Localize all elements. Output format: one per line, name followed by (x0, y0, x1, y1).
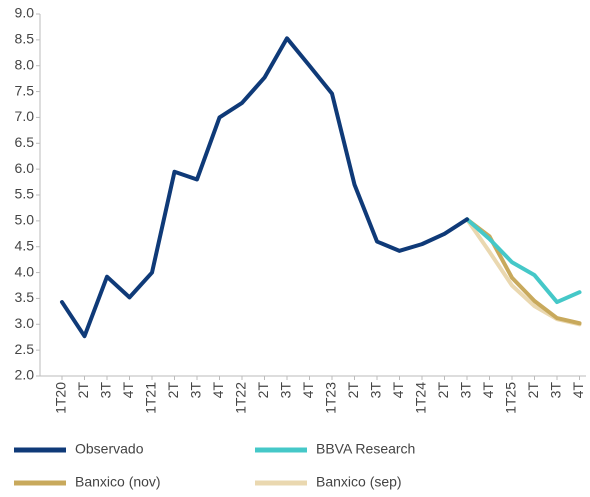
x-tick-label: 4T (570, 382, 586, 399)
x-tick-label: 3T (458, 382, 474, 399)
y-tick-label: 5.5 (15, 186, 35, 202)
x-tick-label: 4T (210, 382, 226, 399)
legend-label: Banxico (sep) (316, 474, 402, 490)
x-tick-label: 1T25 (503, 382, 519, 414)
x-tick-label: 4T (480, 382, 496, 399)
y-tick-label: 5.0 (15, 212, 35, 228)
x-tick-label: 2T (75, 382, 91, 399)
y-tick-label: 4.5 (15, 237, 35, 253)
y-tick-label: 4.0 (15, 263, 35, 279)
x-tick-label: 2T (525, 382, 541, 399)
y-tick-label: 8.5 (15, 31, 35, 47)
y-tick-label: 2.0 (15, 367, 35, 383)
y-tick-label: 3.0 (15, 315, 35, 331)
legend-label: Banxico (nov) (75, 474, 161, 490)
y-tick-label: 7.5 (15, 82, 35, 98)
x-tick-label: 4T (120, 382, 136, 399)
x-tick-label: 2T (345, 382, 361, 399)
y-tick-label: 3.5 (15, 289, 35, 305)
x-tick-label: 1T21 (143, 382, 159, 414)
x-tick-label: 1T23 (323, 382, 339, 414)
x-tick-label: 3T (548, 382, 564, 399)
legend-label: Observado (75, 441, 144, 457)
y-tick-label: 8.0 (15, 56, 35, 72)
x-tick-label: 3T (368, 382, 384, 399)
x-tick-label: 1T20 (53, 382, 69, 414)
y-tick-label: 7.0 (15, 108, 35, 124)
x-tick-label: 2T (435, 382, 451, 399)
x-tick-label: 3T (188, 382, 204, 399)
y-tick-label: 2.5 (15, 341, 35, 357)
y-tick-label: 9.0 (15, 5, 35, 21)
y-tick-label: 6.0 (15, 160, 35, 176)
series-line (60, 36, 469, 339)
x-tick-label: 2T (255, 382, 271, 399)
legend-label: BBVA Research (316, 441, 415, 457)
x-tick-label: 4T (300, 382, 316, 399)
x-tick-label: 3T (98, 382, 114, 399)
series-line (465, 217, 582, 305)
x-tick-label: 1T24 (413, 382, 429, 414)
x-tick-label: 1T22 (233, 382, 249, 414)
y-tick-label: 6.5 (15, 134, 35, 150)
x-tick-label: 2T (165, 382, 181, 399)
x-tick-label: 4T (390, 382, 406, 399)
x-tick-label: 3T (278, 382, 294, 399)
